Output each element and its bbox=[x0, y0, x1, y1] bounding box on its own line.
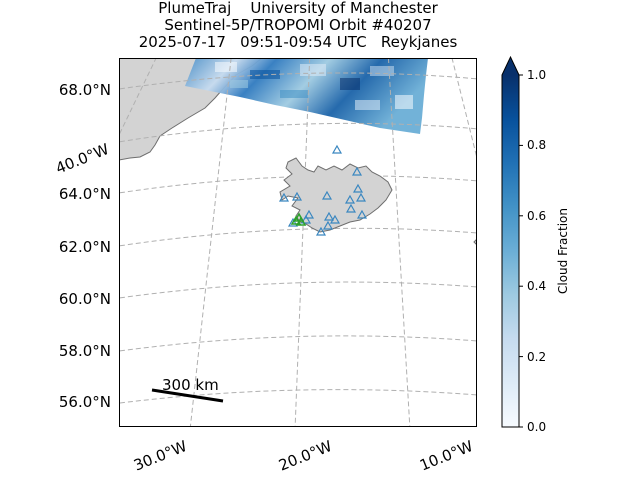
colorbar-tick-4: 0.8 bbox=[527, 138, 546, 152]
lat-label-56: 56.0°N bbox=[59, 393, 111, 411]
colorbar: 0.0 0.2 0.4 0.6 0.8 1.0 Cloud Fraction bbox=[501, 55, 570, 434]
lon-label-20w: 20.0°W bbox=[276, 437, 335, 475]
lat-label-68: 68.0°N bbox=[59, 81, 111, 99]
lat-label-58: 58.0°N bbox=[59, 342, 111, 360]
lat-label-64: 64.0°N bbox=[59, 185, 111, 203]
colorbar-tick-1: 0.2 bbox=[527, 350, 546, 364]
latitude-gridlines bbox=[119, 72, 477, 404]
lat-label-60: 60.0°N bbox=[59, 290, 111, 308]
title-line-1: PlumeTraj University of Manchester bbox=[158, 0, 438, 17]
longitude-labels: 30.0°W 20.0°W 10.0°W bbox=[131, 437, 476, 475]
figure-title: PlumeTraj University of Manchester Senti… bbox=[0, 0, 596, 51]
lon-label-10w: 10.0°W bbox=[417, 437, 476, 475]
colorbar-frame bbox=[501, 55, 520, 428]
colorbar-extend-arrow bbox=[502, 57, 519, 75]
map-frame bbox=[119, 58, 477, 427]
volcano-markers bbox=[278, 144, 368, 236]
colorbar-gradient bbox=[502, 75, 519, 427]
latitude-labels: 68.0°N 64.0°N 62.0°N 60.0°N 58.0°N 56.0°… bbox=[59, 81, 111, 411]
lon-label-40w: 40.0°W bbox=[53, 140, 112, 178]
scale-bar-label: 300 km bbox=[162, 376, 219, 394]
colorbar-tick-5: 1.0 bbox=[527, 68, 546, 82]
colorbar-tick-0: 0.0 bbox=[527, 420, 546, 434]
colorbar-tick-3: 0.6 bbox=[527, 209, 546, 223]
colorbar-label: Cloud Fraction bbox=[556, 208, 570, 294]
lon-label-30w: 30.0°W bbox=[131, 437, 190, 475]
title-line-2: Sentinel-5P/TROPOMI Orbit #40207 bbox=[164, 16, 432, 34]
colorbar-tick-2: 0.4 bbox=[527, 279, 546, 293]
longitude-gridlines bbox=[119, 58, 477, 427]
lat-label-62: 62.0°N bbox=[59, 238, 111, 256]
target-volcano-marker bbox=[290, 212, 307, 226]
colorbar-ticks bbox=[519, 74, 523, 428]
title-line-3: 2025-07-17 09:51-09:54 UTC Reykjanes bbox=[138, 33, 458, 51]
scale-bar bbox=[151, 388, 224, 403]
